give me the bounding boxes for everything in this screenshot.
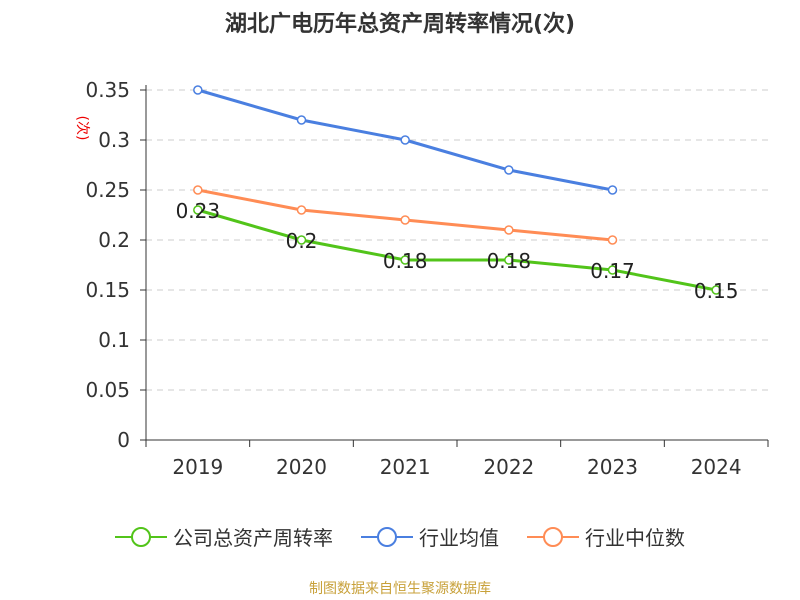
data-point — [400, 215, 410, 225]
data-point — [193, 85, 203, 95]
chart-title: 湖北广电历年总资产周转率情况(次) — [224, 12, 576, 37]
y-axis-label: (次) — [74, 116, 90, 141]
legend-item[interactable]: 公司总资产周转率 — [115, 522, 333, 551]
series-line — [197, 188, 613, 242]
x-tick-label: 2019 — [172, 455, 223, 479]
data-point — [193, 185, 203, 195]
data-point — [296, 115, 307, 125]
data-point — [607, 265, 618, 275]
data-label: 0.18 — [487, 249, 532, 273]
data-point — [400, 255, 410, 265]
x-tick-label: 2024 — [691, 455, 742, 479]
y-tick-label: 0 — [117, 428, 130, 452]
y-tick-label: 0.05 — [85, 378, 130, 402]
data-point — [296, 235, 307, 245]
y-tick-label: 0.3 — [98, 128, 130, 152]
data-point — [193, 205, 203, 215]
y-tick-label: 0.2 — [98, 228, 130, 252]
y-tick-label: 0.25 — [85, 178, 130, 202]
x-tick-label: 2021 — [380, 455, 431, 479]
data-point — [504, 165, 514, 175]
data-point — [607, 185, 618, 195]
series-line — [197, 208, 717, 292]
data-point — [296, 205, 307, 215]
x-tick-label: 2020 — [276, 455, 327, 479]
x-tick-label: 2023 — [587, 455, 638, 479]
y-tick-label: 0.35 — [85, 78, 130, 102]
data-label: 0.15 — [694, 279, 739, 303]
source-note: 制图数据来自恒生聚源数据库 — [309, 581, 491, 597]
data-label: 0.18 — [383, 249, 428, 273]
data-point — [504, 255, 514, 265]
data-point — [400, 135, 410, 145]
legend-label: 行业均值 — [419, 526, 499, 550]
legend-marker-icon — [115, 526, 167, 547]
data-point — [504, 225, 514, 235]
data-point — [607, 235, 618, 245]
y-tick-label: 0.1 — [98, 328, 130, 352]
data-label: 0.23 — [176, 199, 221, 223]
legend-item[interactable]: 行业中位数 — [527, 522, 685, 551]
data-point — [711, 285, 721, 295]
y-tick-label: 0.15 — [85, 278, 130, 302]
legend: 公司总资产周转率 行业均值 行业中位数 — [0, 522, 800, 551]
legend-label: 公司总资产周转率 — [173, 526, 333, 550]
legend-marker-icon — [361, 526, 413, 547]
legend-item[interactable]: 行业均值 — [361, 522, 499, 551]
x-tick-label: 2022 — [483, 455, 534, 479]
legend-marker-icon — [527, 526, 579, 547]
data-label: 0.17 — [590, 259, 635, 283]
legend-label: 行业中位数 — [585, 526, 685, 550]
data-label: 0.2 — [286, 229, 318, 253]
